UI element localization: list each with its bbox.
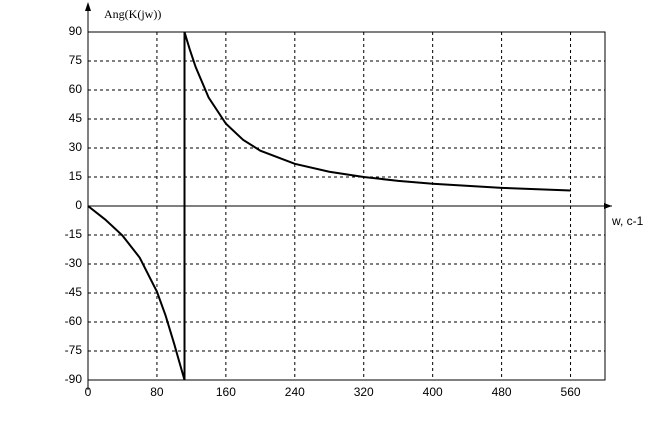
y-tick-label: -30 xyxy=(65,256,83,270)
x-tick-label: 400 xyxy=(423,385,443,399)
y-tick-label: 75 xyxy=(69,53,83,67)
x-axis-arrow xyxy=(604,203,612,209)
y-tick-label: 30 xyxy=(69,140,83,154)
x-tick-label: 240 xyxy=(285,385,305,399)
y-tick-label: 60 xyxy=(69,82,83,96)
y-tick-label: 45 xyxy=(69,111,83,125)
x-tick-label: 320 xyxy=(354,385,374,399)
y-axis-label: Ang(K(jw)) xyxy=(104,7,161,21)
y-tick-label: 90 xyxy=(69,24,83,38)
x-tick-label: 80 xyxy=(150,385,164,399)
y-tick-label: -75 xyxy=(65,343,83,357)
y-tick-label: -15 xyxy=(65,227,83,241)
x-tick-label: 560 xyxy=(561,385,581,399)
line xyxy=(87,31,571,381)
x-tick-label: 480 xyxy=(492,385,512,399)
y-tick-label: -60 xyxy=(65,314,83,328)
y-tick-label: 0 xyxy=(75,198,82,212)
y-axis-arrow xyxy=(85,2,91,11)
y-tick-label: -90 xyxy=(65,372,83,386)
y-tick-label: 15 xyxy=(69,169,83,183)
y-tick-label: -45 xyxy=(65,285,83,299)
x-tick-label: 160 xyxy=(216,385,236,399)
x-tick-label: 0 xyxy=(85,385,92,399)
x-axis-label: w, c-1 xyxy=(611,214,644,228)
